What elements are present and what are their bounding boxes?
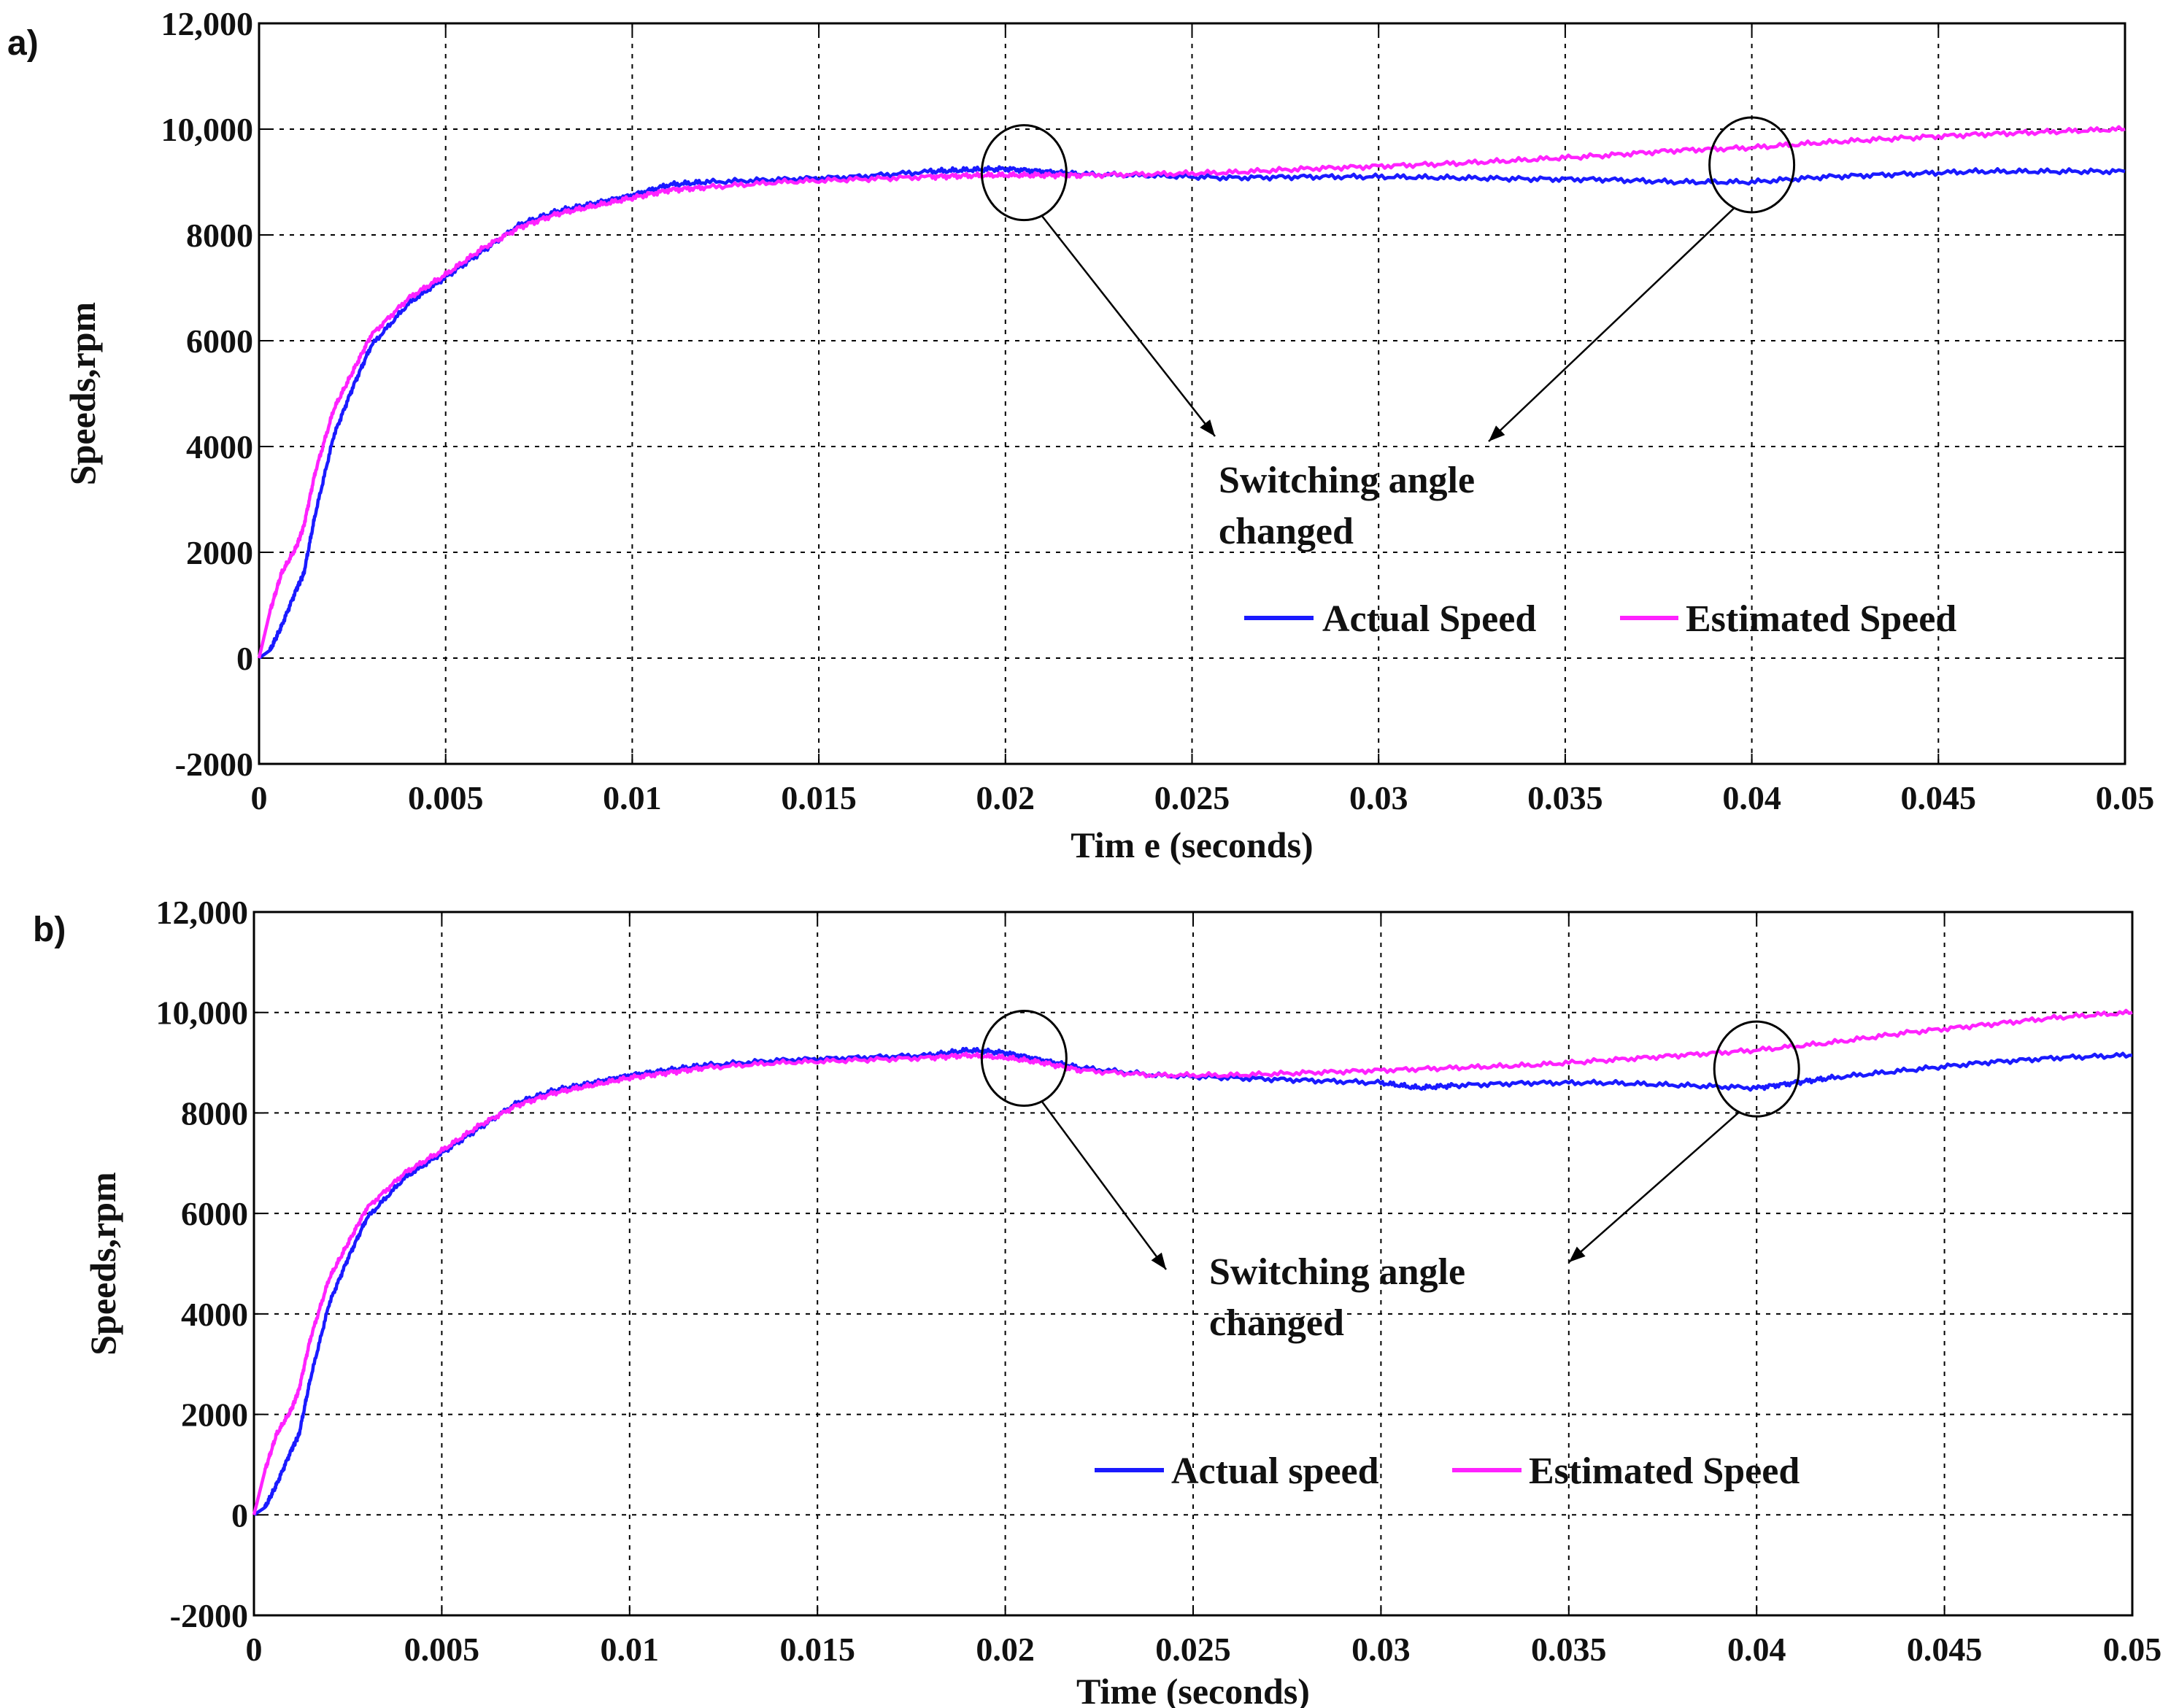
y-tick-label: 2000: [186, 534, 253, 571]
x-tick-label: 0.015: [779, 1631, 855, 1668]
x-tick-label: 0.04: [1727, 1631, 1786, 1668]
switching-point-circle: [980, 1010, 1068, 1108]
x-tick-label: 0: [251, 779, 268, 816]
y-tick-label: 4000: [186, 428, 253, 465]
annotation-text-line1: Switching angle: [1219, 460, 1475, 501]
x-tick-label: 0.045: [1901, 779, 1977, 816]
x-tick-label: 0.035: [1531, 1631, 1607, 1668]
x-axis-label: Tim e (seconds): [1071, 824, 1313, 865]
switching-point-circle: [980, 124, 1068, 222]
x-axis-label: Time (seconds): [1076, 1671, 1310, 1708]
estimated-speed-line: [252, 1008, 2133, 1515]
y-tick-label: 8000: [186, 217, 253, 254]
x-tick-label: 0.05: [2103, 1631, 2162, 1668]
y-tick-label: 12,000: [161, 5, 254, 42]
x-tick-label: 0.015: [781, 779, 857, 816]
y-axis-label: Speeds,rpm: [82, 1172, 123, 1355]
y-tick-label: -2000: [170, 1597, 248, 1634]
annotation-text-line2: changed: [1219, 511, 1354, 552]
x-tick-label: 0.03: [1349, 779, 1408, 816]
x-tick-label: 0.05: [2096, 779, 2155, 816]
y-tick-label: 0: [236, 640, 253, 677]
estimated-speed-line: [257, 125, 2126, 659]
y-tick-label: 6000: [186, 322, 253, 360]
x-tick-label: 0.045: [1907, 1631, 1983, 1668]
switching-point-circle: [1713, 1020, 1800, 1118]
switching-point-circle: [1708, 116, 1796, 214]
y-tick-label: 2000: [181, 1396, 248, 1434]
x-tick-label: 0.005: [408, 779, 484, 816]
y-tick-label: 10,000: [156, 994, 249, 1032]
annotation-text-line2: changed: [1209, 1302, 1344, 1344]
arrowhead: [1151, 1252, 1166, 1270]
x-tick-label: 0: [246, 1631, 263, 1668]
arrowhead: [1200, 419, 1215, 436]
y-tick-label: 0: [231, 1496, 248, 1534]
chart-panel-a: 0 0.005 0.01 0.015 0.02 0.025 0.03 0.035 0.04 0.0…: [7, 5, 2154, 865]
y-axis-label: Speeds,rpm: [62, 302, 103, 485]
y-tick-label: 6000: [181, 1195, 248, 1232]
x-tick-label: 0.04: [1722, 779, 1781, 816]
legend: Actual speed Estimated Speed: [1095, 1450, 1800, 1492]
y-tick-label: 10,000: [161, 111, 254, 148]
annotation-arrow: [1568, 1112, 1740, 1263]
y-tick-label: -2000: [175, 746, 253, 783]
x-tick-label: 0.02: [976, 779, 1035, 816]
actual-speed-line: [252, 1046, 2133, 1517]
x-tick-label: 0.02: [976, 1631, 1035, 1668]
panel-label: a): [7, 24, 39, 63]
legend-label-estimated: Estimated Speed: [1529, 1450, 1800, 1492]
x-tick-label: 0.035: [1527, 779, 1603, 816]
x-tick-label: 0.03: [1351, 1631, 1411, 1668]
legend-label-estimated: Estimated Speed: [1686, 598, 1956, 640]
chart-panel-b: 0 0.005 0.01 0.015 0.02 0.025 0.03 0.035 0.04 0.0…: [33, 894, 2161, 1708]
arrowhead: [1489, 425, 1505, 441]
arrowhead: [1569, 1246, 1586, 1262]
x-tick-label: 0.005: [404, 1631, 480, 1668]
x-tick-label: 0.025: [1154, 779, 1230, 816]
legend: Actual Speed Estimated Speed: [1244, 598, 1956, 640]
annotation-arrow: [1041, 215, 1216, 437]
legend-label-actual: Actual speed: [1171, 1450, 1379, 1492]
x-tick-label: 0.01: [603, 779, 662, 816]
x-tick-label: 0.025: [1155, 1631, 1231, 1668]
y-tick-label: 4000: [181, 1296, 248, 1333]
y-tick-label: 12,000: [156, 894, 249, 931]
annotation-arrow: [1488, 208, 1735, 442]
annotation-arrow: [1041, 1101, 1168, 1270]
panel-label: b): [33, 911, 66, 949]
annotation-text-line1: Switching angle: [1209, 1251, 1465, 1293]
y-tick-label: 8000: [181, 1094, 248, 1132]
x-tick-label: 0.01: [601, 1631, 660, 1668]
legend-label-actual: Actual Speed: [1322, 598, 1536, 640]
